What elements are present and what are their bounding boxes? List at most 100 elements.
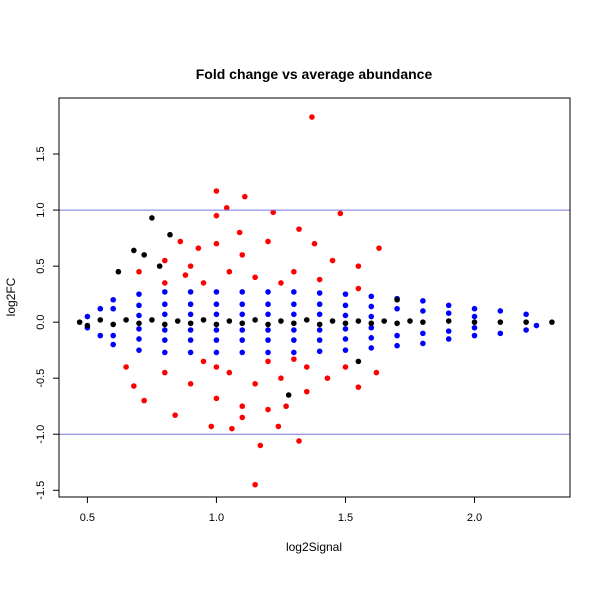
data-point	[355, 384, 362, 390]
data-point	[187, 301, 194, 308]
data-point	[471, 313, 478, 320]
data-point	[265, 337, 271, 343]
data-point	[303, 317, 310, 323]
data-point	[226, 268, 233, 275]
data-point	[213, 349, 220, 356]
data-point	[355, 358, 362, 365]
data-point	[291, 311, 297, 318]
data-point	[523, 327, 529, 333]
data-point	[156, 263, 163, 269]
data-point	[187, 349, 194, 356]
data-point	[368, 320, 375, 327]
data-point	[342, 291, 349, 297]
data-point	[149, 317, 155, 323]
data-point	[275, 423, 282, 430]
y-tick-label: 0.0	[35, 315, 47, 330]
data-point	[265, 311, 271, 318]
data-point	[471, 332, 478, 339]
data-point	[445, 328, 452, 334]
data-point	[187, 311, 194, 318]
data-point	[471, 305, 478, 312]
data-point	[123, 317, 129, 323]
data-point	[373, 369, 380, 376]
data-point	[471, 324, 478, 331]
data-point	[239, 327, 246, 333]
x-axis-label: log2Signal	[286, 540, 342, 554]
data-point	[329, 318, 336, 324]
x-tick-label: 0.5	[80, 512, 95, 524]
data-point	[549, 319, 555, 325]
data-point	[471, 319, 478, 325]
data-point	[523, 319, 529, 325]
data-point	[342, 312, 349, 319]
data-point	[162, 337, 168, 343]
data-point	[497, 319, 504, 325]
data-point	[149, 215, 155, 221]
data-point	[270, 209, 277, 216]
data-point	[291, 356, 297, 362]
data-point	[162, 369, 168, 376]
data-point	[162, 280, 168, 286]
data-point	[187, 263, 194, 269]
data-point	[265, 349, 271, 356]
data-point	[123, 364, 129, 370]
data-point	[239, 301, 246, 308]
data-point	[291, 301, 297, 308]
data-point	[311, 240, 318, 247]
data-point	[283, 403, 289, 410]
data-point	[239, 320, 246, 327]
data-point	[167, 231, 173, 238]
data-point	[182, 272, 189, 278]
data-point	[342, 320, 349, 327]
y-tick-label: 0.5	[35, 258, 47, 273]
data-point	[303, 388, 310, 395]
data-point	[278, 280, 284, 286]
data-point	[368, 335, 375, 341]
data-point	[172, 412, 178, 418]
data-point	[420, 340, 426, 347]
data-point	[115, 268, 122, 275]
data-point	[213, 240, 220, 247]
data-point	[252, 481, 258, 488]
data-point	[342, 302, 349, 309]
data-point	[110, 321, 116, 328]
data-point	[162, 327, 168, 333]
data-point	[236, 229, 243, 236]
data-point	[187, 320, 194, 327]
data-point	[291, 349, 297, 356]
data-point	[195, 245, 202, 251]
data-point	[257, 442, 264, 449]
data-point	[162, 289, 168, 295]
data-point	[136, 347, 142, 353]
data-point	[394, 296, 400, 303]
data-point	[291, 337, 297, 343]
data-point	[368, 293, 375, 300]
data-point	[213, 212, 220, 219]
data-point	[200, 358, 207, 365]
data-point	[394, 332, 400, 339]
data-point	[533, 322, 540, 329]
data-point	[291, 268, 297, 275]
data-point	[337, 210, 344, 217]
data-point	[265, 406, 271, 413]
data-point	[420, 298, 426, 304]
data-point	[316, 337, 323, 343]
data-point	[213, 311, 220, 318]
data-point	[162, 301, 168, 308]
data-point	[420, 330, 426, 337]
data-point	[213, 337, 220, 343]
data-point	[265, 289, 271, 295]
data-point	[187, 337, 194, 343]
data-point	[368, 345, 375, 351]
data-point	[316, 321, 323, 328]
data-point	[97, 332, 104, 339]
data-point	[265, 238, 271, 245]
data-point	[342, 336, 349, 342]
data-point	[394, 320, 400, 327]
data-point	[278, 318, 284, 324]
data-point	[229, 425, 235, 432]
data-point	[136, 302, 142, 309]
data-point	[97, 317, 104, 323]
data-point	[368, 324, 375, 331]
